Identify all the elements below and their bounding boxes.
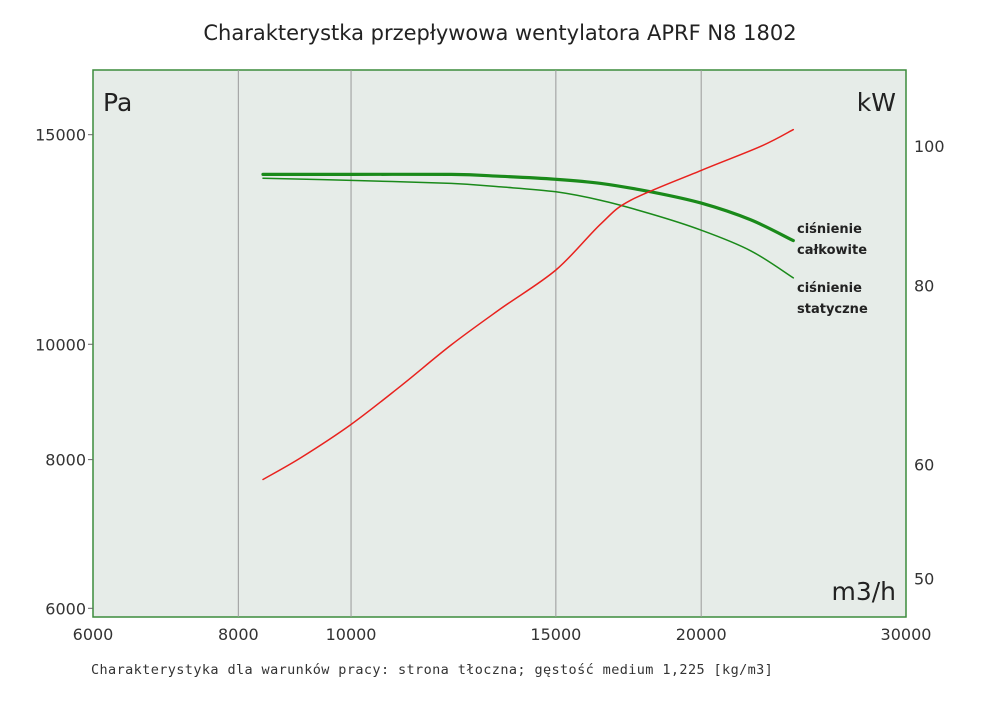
- y-left-tick-label: 8000: [45, 451, 86, 470]
- chart-footnote: Charakterystyka dla warunków pracy: stro…: [91, 662, 773, 678]
- y-right-tick-labels: 50 60 80 100: [914, 137, 945, 588]
- x-tick-label: 8000: [218, 625, 259, 644]
- series-line-power: [262, 128, 795, 481]
- legend-total-pressure-line2: całkowite: [797, 243, 867, 258]
- x-tick-label: 30000: [881, 625, 932, 644]
- y-left-tick-label: 6000: [45, 599, 86, 618]
- y-left-tick-labels: 6000 8000 10000 15000: [35, 126, 93, 618]
- series-line-static-pressure: [262, 177, 795, 279]
- gridlines: [237, 70, 702, 617]
- legend-total-pressure-line1: ciśnienie: [797, 222, 862, 237]
- x-tick-label: 15000: [530, 625, 581, 644]
- y-left-tick-label: 10000: [35, 335, 86, 354]
- x-tick-label: 10000: [326, 625, 377, 644]
- x-tick-label: 20000: [676, 625, 727, 644]
- legend-static-pressure-line1: ciśnienie: [797, 281, 862, 296]
- y-left-axis-label: Pa: [103, 88, 132, 117]
- y-right-tick-label: 100: [914, 137, 945, 156]
- y-right-tick-label: 60: [914, 456, 934, 475]
- x-tick-label: 6000: [73, 625, 114, 644]
- y-right-axis-label: kW: [857, 88, 896, 117]
- chart-title: Charakterystka przepływowa wentylatora A…: [203, 21, 796, 45]
- legend-static-pressure: ciśnienie statyczne: [797, 281, 868, 317]
- y-right-tick-label: 80: [914, 276, 934, 295]
- legend-static-pressure-line2: statyczne: [797, 302, 868, 317]
- y-left-tick-label: 15000: [35, 126, 86, 145]
- series-line-total-pressure: [261, 172, 795, 243]
- x-tick-labels: 6000 8000 10000 15000 20000 30000: [73, 625, 932, 644]
- plot-area: [92, 69, 907, 618]
- legend-total-pressure: ciśnienie całkowite: [797, 222, 867, 258]
- x-axis-label: m3/h: [831, 577, 896, 606]
- y-right-tick-label: 50: [914, 569, 934, 588]
- series-lines: [261, 128, 795, 481]
